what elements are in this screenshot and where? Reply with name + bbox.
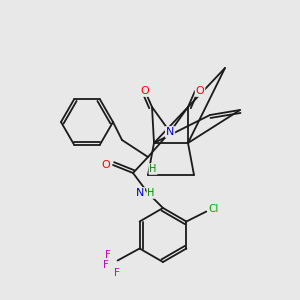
Text: Cl: Cl <box>208 203 219 214</box>
Text: N: N <box>136 188 144 198</box>
Text: O: O <box>102 160 110 170</box>
Text: O: O <box>196 86 204 96</box>
Text: F: F <box>103 260 109 271</box>
Text: F: F <box>114 268 120 278</box>
Text: O: O <box>141 86 149 96</box>
Text: H: H <box>149 164 157 174</box>
Text: N: N <box>166 127 174 137</box>
Text: F: F <box>105 250 111 260</box>
Text: H: H <box>147 188 155 198</box>
